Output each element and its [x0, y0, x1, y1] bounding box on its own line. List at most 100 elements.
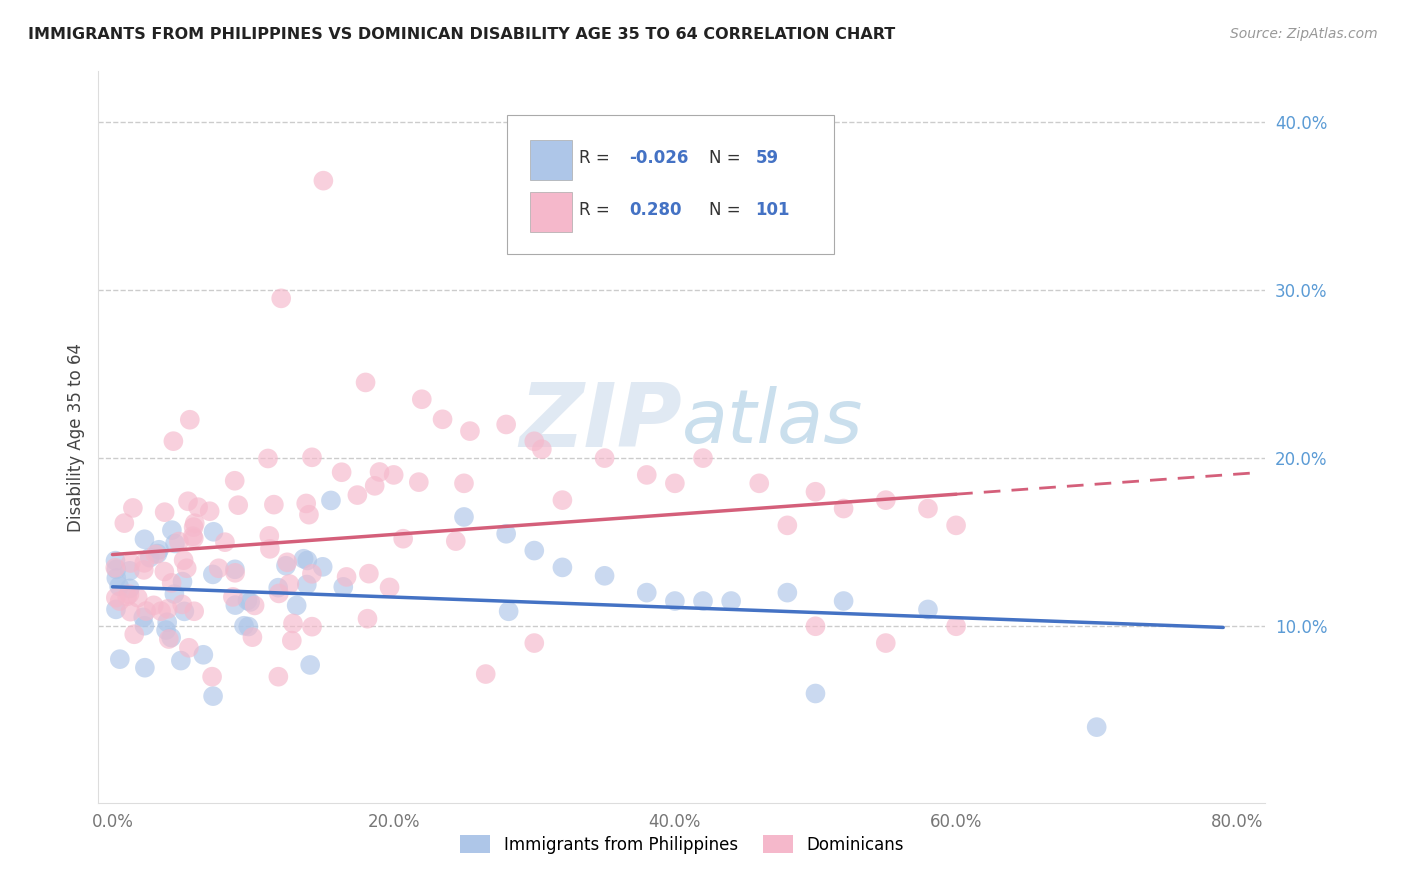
Point [692, 451, 714, 466]
Text: R =: R = [579, 201, 616, 219]
Point [160, 575, 183, 590]
Point [135, 604, 157, 618]
Point [193, 648, 215, 662]
Point [267, 586, 290, 600]
Point [335, 570, 357, 584]
Point [172, 598, 194, 612]
Point [201, 670, 224, 684]
Point [720, 594, 742, 608]
Point [104, 554, 127, 568]
Point [530, 442, 553, 457]
Point [173, 553, 195, 567]
Point [523, 434, 546, 449]
Point [917, 602, 939, 616]
Point [498, 604, 520, 618]
Point [153, 505, 176, 519]
Point [523, 636, 546, 650]
Point [134, 618, 156, 632]
Point [945, 619, 967, 633]
Point [392, 532, 415, 546]
Text: 101: 101 [755, 201, 790, 219]
Point [202, 524, 225, 539]
Point [453, 510, 475, 524]
Point [183, 520, 205, 534]
Point [356, 612, 378, 626]
Point [198, 504, 221, 518]
Point [233, 619, 256, 633]
Point [181, 529, 204, 543]
Point [132, 610, 155, 624]
Text: R =: R = [579, 149, 616, 167]
Point [104, 591, 127, 605]
Point [167, 534, 190, 549]
Text: N =: N = [709, 149, 745, 167]
Point [285, 599, 308, 613]
Point [664, 594, 686, 608]
Point [354, 376, 377, 390]
Point [156, 602, 179, 616]
Point [832, 594, 855, 608]
Point [214, 535, 236, 549]
Point [776, 518, 799, 533]
Point [172, 574, 194, 589]
Point [134, 661, 156, 675]
Point [242, 630, 264, 644]
Point [259, 529, 281, 543]
Point [346, 488, 368, 502]
Point [474, 667, 496, 681]
Point [875, 493, 897, 508]
Point [176, 561, 198, 575]
Point [257, 451, 280, 466]
Point [875, 636, 897, 650]
Text: N =: N = [709, 201, 745, 219]
Point [804, 484, 827, 499]
Point [157, 632, 180, 646]
Point [312, 174, 335, 188]
Point [495, 526, 517, 541]
Point [298, 508, 321, 522]
Point [263, 498, 285, 512]
Point [458, 424, 481, 438]
Point [281, 633, 304, 648]
Point [134, 556, 156, 570]
Point [208, 561, 231, 575]
Point [301, 450, 323, 465]
Point [162, 434, 184, 449]
Point [382, 467, 405, 482]
Point [160, 631, 183, 645]
Point [295, 577, 318, 591]
Point [122, 627, 145, 641]
Point [173, 604, 195, 618]
Point [104, 560, 127, 574]
Point [222, 590, 245, 604]
Point [177, 640, 200, 655]
Point [270, 291, 292, 305]
Point [832, 501, 855, 516]
Point [368, 465, 391, 479]
Point [226, 498, 249, 512]
Point [301, 566, 323, 581]
Text: Source: ZipAtlas.com: Source: ZipAtlas.com [1230, 27, 1378, 41]
Point [134, 533, 156, 547]
Point [108, 652, 131, 666]
Point [664, 476, 686, 491]
Point [179, 413, 201, 427]
Point [357, 566, 380, 581]
Point [163, 536, 186, 550]
Point [411, 392, 433, 407]
Point [108, 579, 131, 593]
Point [593, 451, 616, 466]
Point [551, 493, 574, 508]
Point [236, 593, 259, 607]
Point [120, 605, 142, 619]
Point [105, 562, 128, 576]
Point [319, 493, 342, 508]
Point [243, 599, 266, 613]
Point [804, 619, 827, 633]
Point [378, 581, 401, 595]
FancyBboxPatch shape [508, 115, 834, 254]
Point [153, 565, 176, 579]
Point [183, 604, 205, 618]
Point [297, 553, 319, 567]
Point [132, 563, 155, 577]
